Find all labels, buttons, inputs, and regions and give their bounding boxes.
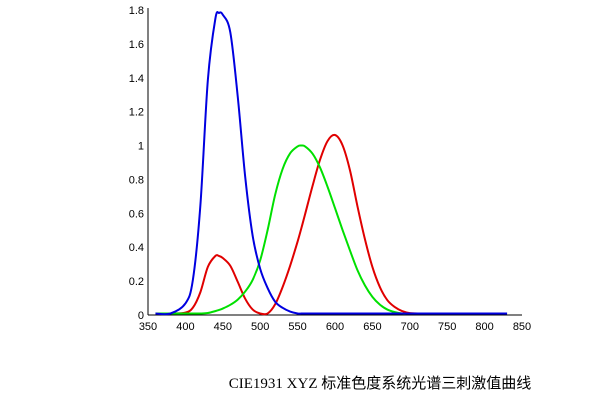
x-tick-label: 550 [288,321,306,333]
x-tick-label: 700 [401,321,419,333]
x-tick-label: 650 [363,321,381,333]
y-tick-label: 1.4 [129,73,144,85]
x-tick-label: 600 [326,321,344,333]
x-tick-label: 800 [475,321,493,333]
y-tick-label: 1.6 [129,39,144,51]
y-tick-label: 0 [138,310,144,322]
x-tick-label: 850 [513,321,531,333]
x-tick-label: 350 [139,321,157,333]
y-tick-label: 1.8 [129,5,144,17]
red-curve [155,133,508,316]
y-axis-ticks: 0 0.2 0.4 0.6 0.8 1 1.2 1.4 1.6 1.8 [129,5,144,322]
blue-curve [155,11,508,316]
chart-caption: CIE1931 XYZ 标准色度系统光谱三刺激值曲线 [229,375,532,392]
x-tick-label: 750 [438,321,456,333]
x-tick-label: 400 [176,321,194,333]
y-tick-label: 0.8 [129,174,144,186]
axes [147,8,522,316]
x-tick-label: 500 [251,321,269,333]
x-tick-label: 450 [214,321,232,333]
curves [155,11,508,316]
x-axis-ticks: 350 400 450 500 550 600 650 700 750 800 850 [139,321,531,333]
y-tick-label: 0.6 [129,208,144,220]
green-curve [155,144,508,315]
y-tick-label: 1.2 [129,107,144,119]
y-tick-label: 1 [138,141,144,153]
y-tick-label: 0.4 [129,242,144,254]
y-tick-label: 0.2 [129,276,144,288]
